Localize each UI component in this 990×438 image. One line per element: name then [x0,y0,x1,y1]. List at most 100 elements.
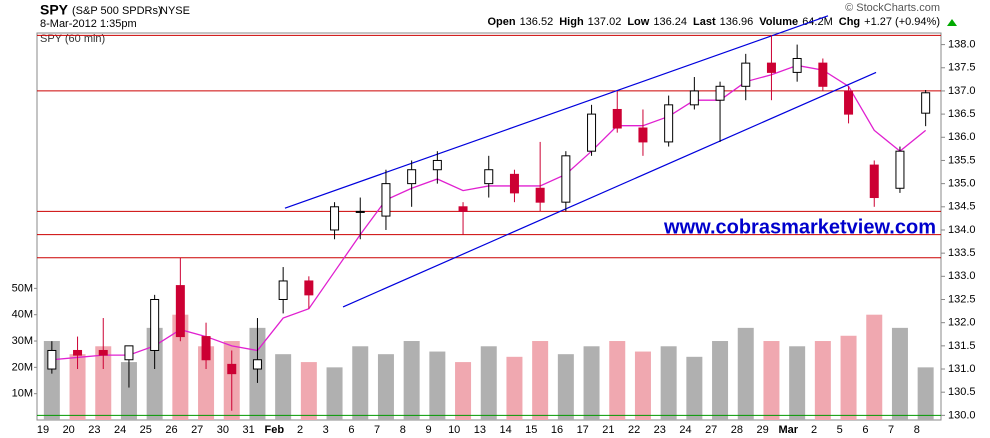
candle-body [818,62,828,87]
quote-value: 136.24 [653,16,687,28]
candle-body [844,90,854,115]
candle-body [381,183,391,217]
change-arrow [947,19,957,26]
x-tick-label: 30 [217,424,229,436]
y-tick-label: 136.5 [948,108,976,120]
volume-bar [120,362,137,420]
candle-body [664,104,674,143]
volume-bar [891,327,908,420]
quote-label: Last [693,16,716,28]
candle-body [278,280,288,300]
x-tick-label: 24 [114,424,126,436]
x-tick-label: 16 [551,424,563,436]
candle-body [561,155,571,203]
volume-bar [789,346,806,420]
volume-tick-label: 40M [12,309,33,321]
candle-body [304,280,314,296]
volume-bar [763,341,780,420]
candle-body [792,57,802,73]
x-tick-label: 25 [140,424,152,436]
candle-body [509,173,519,194]
x-tick-label: 17 [577,424,589,436]
quote-label: High [559,16,584,28]
date: 8-Mar-2012 1:35pm [40,18,137,30]
volume-bar [686,356,703,420]
quote-label: Low [627,16,649,28]
candle-body [355,210,365,213]
x-tick-label: 10 [448,424,460,436]
x-tick-label: 15 [525,424,537,436]
quote-value: 136.96 [720,16,754,28]
x-tick-label: 26 [165,424,177,436]
symbol: SPY [40,2,69,18]
x-tick-label: 19 [37,424,49,436]
x-tick-label: 2 [297,424,303,436]
x-tick-label: 5 [837,424,843,436]
volume-bar [455,362,472,420]
x-tick-label: 8 [400,424,406,436]
volume-bar [403,341,420,420]
trendline [342,71,877,308]
volume-tick-label: 10M [12,388,33,400]
y-tick-label: 131.0 [948,363,976,375]
volume-bar [712,341,729,420]
candle-body [252,359,262,370]
x-tick-label: 23 [88,424,100,436]
candle-body [921,92,931,114]
x-tick-label: 21 [602,424,614,436]
x-tick-label: Feb [265,424,285,436]
x-tick-label: 14 [499,424,511,436]
y-tick-label: 136.0 [948,131,976,143]
x-tick-label: 27 [705,424,717,436]
candle-body [407,169,417,185]
candle-body [432,159,442,171]
y-tick-label: 138.0 [948,38,976,50]
volume-bar [480,346,497,420]
y-tick-label: 133.5 [948,247,976,259]
volume-tick-label: 50M [12,282,33,294]
volume-bar [737,327,754,420]
quote: Open 136.52 High 137.02 Low 136.24 Last 136.96 V… [487,16,940,28]
volume-bar [583,346,600,420]
quote-label: Chg [839,16,860,28]
candle-body [73,349,83,356]
x-tick-label: 29 [756,424,768,436]
chart-title: SPY (60 min) [40,33,105,45]
y-tick-label: 135.5 [948,154,976,166]
volume-bar [532,341,549,420]
quote-label: Open [487,16,515,28]
volume-bar [634,351,651,420]
security-name: (S&P 500 SPDRs) [72,5,162,17]
x-tick-label: 20 [63,424,75,436]
volume-bar [917,367,934,420]
y-tick-label: 134.0 [948,224,976,236]
volume-tick-label: 20M [12,361,33,373]
x-tick-label: Mar [779,424,799,436]
quote-value: 64.2M [802,16,833,28]
y-tick-label: 137.5 [948,62,976,74]
x-tick-label: 22 [628,424,640,436]
y-tick-label: 134.5 [948,201,976,213]
candle-body [741,62,751,87]
x-tick-label: 8 [914,424,920,436]
x-tick-label: 13 [474,424,486,436]
x-tick-label: 2 [811,424,817,436]
x-tick-label: 9 [425,424,431,436]
volume-bar [352,346,369,420]
trendline [284,15,829,209]
y-tick-label: 131.5 [948,340,976,352]
candle-body [124,345,134,361]
exchange: NYSE [160,5,190,17]
quote-value: 136.52 [520,16,554,28]
volume-bar [660,346,677,420]
quote-value: +1.27 (+0.94%) [864,16,940,28]
source: © StockCharts.com [845,2,940,14]
candle-body [587,113,597,152]
volume-bar [198,346,215,420]
candle-body [98,349,108,356]
quote-value: 137.02 [588,16,622,28]
x-tick-label: 7 [374,424,380,436]
candle-body [715,85,725,101]
